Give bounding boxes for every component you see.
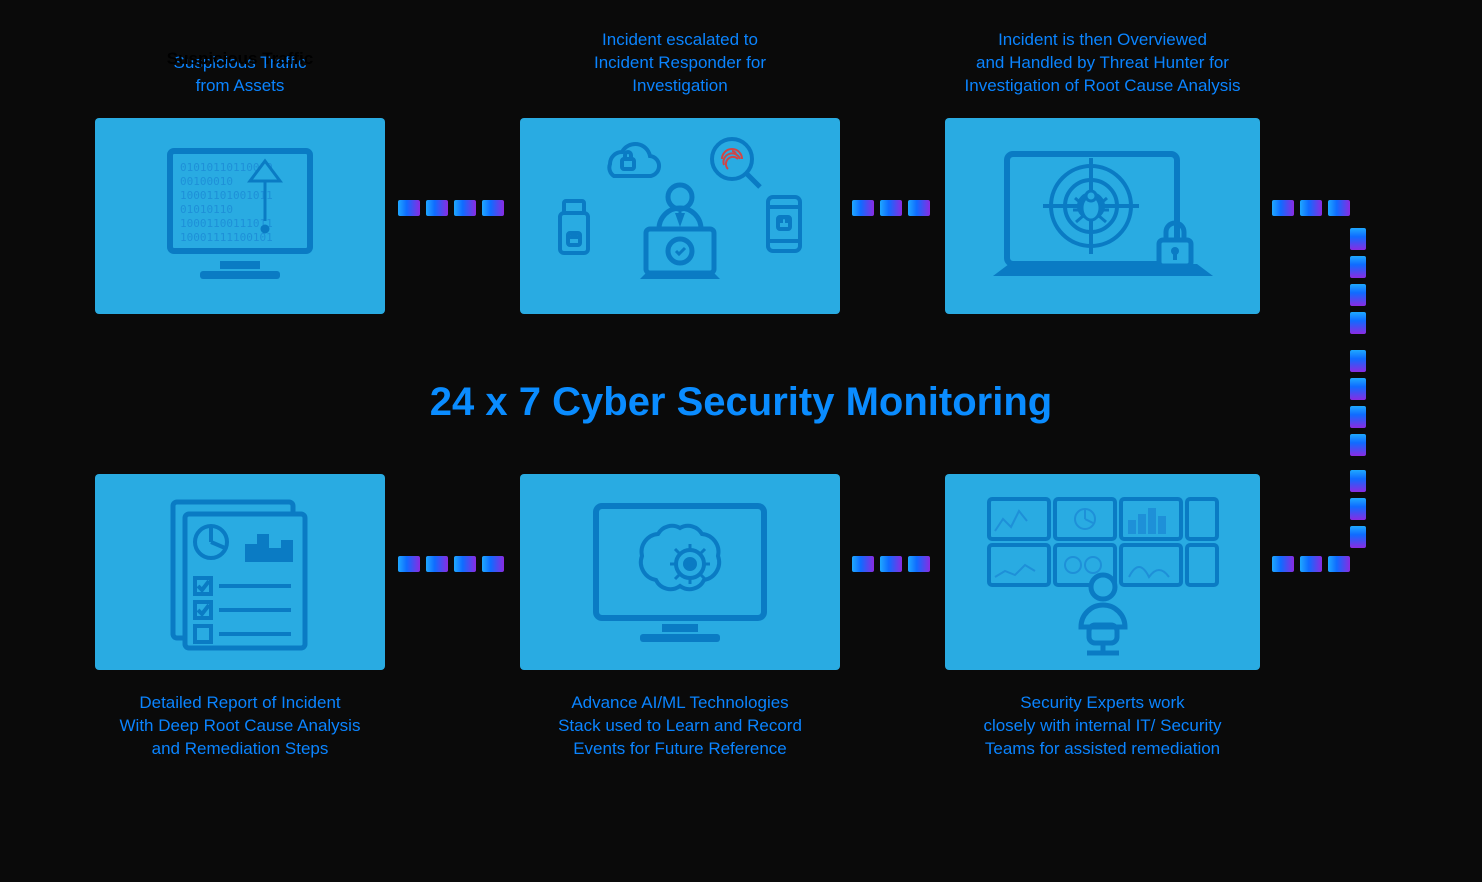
node-threat-hunter <box>945 118 1260 314</box>
arrow-4 <box>1350 350 1366 456</box>
caption-incident-responder: Incident escalated toIncident Responder … <box>500 29 860 98</box>
report-icon <box>145 492 335 652</box>
node-security-experts <box>945 474 1260 670</box>
arrow-0 <box>398 200 504 216</box>
svg-text:10001101001011: 10001101001011 <box>180 189 273 202</box>
svg-text:10001100111011: 10001100111011 <box>180 217 273 230</box>
main-title: 24 x 7 Cyber Security Monitoring <box>0 380 1482 425</box>
arrow-5 <box>1350 470 1366 548</box>
node-report <box>95 474 385 670</box>
soc-dashboard-icon <box>973 487 1233 657</box>
arrow-1 <box>852 200 930 216</box>
node-incident-responder <box>520 118 840 314</box>
caption-security-experts: Security Experts workclosely with intern… <box>923 692 1283 761</box>
caption-report: Detailed Report of IncidentWith Deep Roo… <box>60 692 420 761</box>
arrow-8 <box>398 556 504 572</box>
arrow-7 <box>852 556 930 572</box>
arrow-2 <box>1272 200 1350 216</box>
caption-ai-ml: Advance AI/ML TechnologiesStack used to … <box>500 692 860 761</box>
responder-icon <box>550 131 810 301</box>
arrow-3 <box>1350 228 1366 334</box>
svg-text:00100010: 00100010 <box>180 175 233 188</box>
svg-text:10001111100101: 10001111100101 <box>180 231 273 244</box>
monitor-binary-icon: 01010110110010 00100010 10001101001011 0… <box>150 141 330 291</box>
caption-threat-hunter: Incident is then Overviewedand Handled b… <box>923 29 1283 98</box>
svg-text:01010110: 01010110 <box>180 203 233 216</box>
laptop-target-icon <box>983 136 1223 296</box>
node-ai-ml <box>520 474 840 670</box>
caption-suspicious-traffic: Suspicious TrafficSuspicious Trafficfrom… <box>60 52 420 98</box>
node-suspicious-traffic: 01010110110010 00100010 10001101001011 0… <box>95 118 385 314</box>
arrow-6 <box>1272 556 1350 572</box>
ai-brain-icon <box>570 492 790 652</box>
